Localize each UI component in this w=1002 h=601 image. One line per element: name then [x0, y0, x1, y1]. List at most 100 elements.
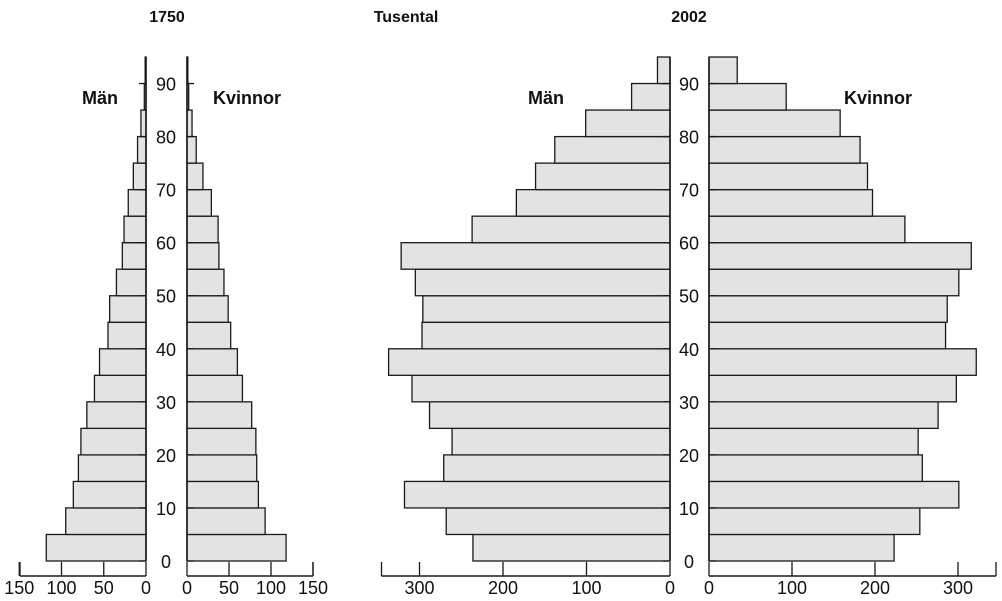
value-label-left-1750-100: 100: [46, 578, 76, 596]
value-label-right-2002-100: 100: [777, 578, 807, 596]
bar-2002-man-35-39: [387, 348, 671, 376]
bar-1750-man-10-14: [72, 480, 147, 509]
bar-1750-man-75-79: [136, 135, 147, 164]
bar-1750-man-25-29: [86, 401, 147, 430]
bar-2002-kvinna-5-9: [708, 507, 921, 536]
value-label-left-2002-0: 0: [665, 578, 675, 596]
age-label-2002-10: 10: [679, 499, 699, 519]
bar-1750-man-20-24: [80, 427, 147, 456]
age-label-2002-90: 90: [679, 75, 699, 95]
bar-2002-kvinna-10-14: [708, 480, 960, 509]
bar-2002-kvinna-65-69: [708, 188, 874, 217]
bar-2002-kvinna-40-44: [708, 321, 947, 350]
bar-2002-kvinna-15-19: [708, 454, 923, 483]
bar-1750-man-55-59: [121, 242, 147, 270]
bar-1750-kvinna-60-64: [186, 215, 219, 244]
bar-1750-man-45-49: [109, 295, 147, 323]
value-label-left-1750-50: 50: [94, 578, 114, 596]
age-label-2002-70: 70: [679, 181, 699, 201]
value-label-right-1750-50: 50: [219, 578, 239, 596]
age-label-1750-80: 80: [156, 128, 176, 148]
value-label-left-2002-200: 200: [488, 578, 518, 596]
unit-label: Tusental: [374, 9, 439, 26]
bar-2002-kvinna-0-4: [708, 533, 895, 562]
age-label-1750-40: 40: [156, 340, 176, 360]
age-label-2002-30: 30: [679, 393, 699, 413]
bar-1750-kvinna-55-59: [186, 242, 220, 270]
bar-2002-man-50-54: [414, 268, 671, 297]
value-label-right-1750-0: 0: [182, 578, 192, 596]
age-label-1750-0: 0: [161, 552, 171, 572]
left-side-label-2002: Män: [528, 88, 564, 108]
bar-2002-kvinna-25-29: [708, 401, 939, 430]
bar-1750-man-40-44: [107, 321, 147, 350]
value-label-left-2002-100: 100: [571, 578, 601, 596]
bar-1750-kvinna-75-79: [186, 135, 197, 164]
bar-2002-kvinna-20-24: [708, 427, 919, 456]
age-label-1750-30: 30: [156, 393, 176, 413]
bar-2002-kvinna-35-39: [708, 348, 977, 376]
value-label-right-2002-0: 0: [704, 578, 714, 596]
bar-2002-kvinna-50-54: [708, 268, 960, 297]
age-label-1750-20: 20: [156, 446, 176, 466]
bar-1750-man-15-19: [77, 454, 147, 483]
bar-2002-kvinna-70-74: [708, 162, 869, 191]
bar-2002-man-5-9: [445, 507, 671, 536]
bar-1750-kvinna-45-49: [186, 295, 229, 323]
bar-1750-kvinna-70-74: [186, 162, 204, 191]
bar-1750-kvinna-20-24: [186, 427, 257, 456]
bar-1750-kvinna-35-39: [186, 348, 239, 376]
age-label-1750-70: 70: [156, 181, 176, 201]
bar-2002-man-85-89: [630, 82, 671, 111]
bar-2002-man-90-94: [656, 56, 671, 85]
bar-1750-kvinna-15-19: [186, 454, 258, 483]
left-side-label-1750: Män: [82, 88, 118, 108]
bar-1750-man-60-64: [123, 215, 147, 244]
bar-2002-kvinna-85-89: [708, 82, 787, 111]
bar-1750-man-5-9: [65, 507, 147, 536]
age-label-2002-20: 20: [679, 446, 699, 466]
bar-1750-kvinna-65-69: [186, 188, 213, 217]
bar-1750-man-65-69: [127, 188, 147, 217]
bar-1750-kvinna-25-29: [186, 401, 253, 430]
bar-2002-kvinna-75-79: [708, 135, 861, 164]
value-label-left-2002-300: 300: [404, 578, 434, 596]
age-label-1750-60: 60: [156, 234, 176, 254]
value-label-right-2002-300: 300: [943, 578, 973, 596]
bar-2002-man-10-14: [403, 480, 671, 509]
right-side-label-2002: Kvinnor: [844, 88, 912, 108]
bar-2002-kvinna-60-64: [708, 215, 906, 244]
bar-1750-kvinna-10-14: [186, 480, 260, 509]
value-label-left-1750-150: 150: [4, 578, 34, 596]
bar-2002-man-25-29: [428, 401, 671, 430]
bar-2002-man-55-59: [400, 242, 671, 270]
age-label-2002-60: 60: [679, 234, 699, 254]
age-label-1750-90: 90: [156, 75, 176, 95]
pyramid-title-2002: 2002: [671, 9, 707, 26]
bar-2002-man-60-64: [471, 215, 671, 244]
age-label-2002-50: 50: [679, 287, 699, 307]
bar-1750-kvinna-5-9: [186, 507, 266, 536]
bar-2002-kvinna-55-59: [708, 242, 972, 270]
bar-2002-man-80-84: [585, 109, 671, 138]
bar-2002-man-70-74: [534, 162, 671, 191]
bar-1750-kvinna-30-34: [186, 374, 244, 403]
value-label-left-1750-0: 0: [141, 578, 151, 596]
pyramid-title-1750: 1750: [149, 9, 185, 26]
bar-2002-man-30-34: [411, 374, 671, 403]
bar-1750-kvinna-0-4: [186, 533, 287, 562]
bar-2002-man-40-44: [421, 321, 671, 350]
age-label-1750-10: 10: [156, 499, 176, 519]
bar-2002-man-75-79: [554, 135, 671, 164]
bar-1750-man-35-39: [98, 348, 147, 376]
bar-1750-man-50-54: [115, 268, 147, 297]
right-side-label-1750: Kvinnor: [213, 88, 281, 108]
bar-1750-man-30-34: [93, 374, 147, 403]
age-label-2002-0: 0: [684, 552, 694, 572]
bar-1750-man-0-4: [45, 533, 147, 562]
bar-2002-man-45-49: [422, 295, 671, 323]
bar-2002-man-20-24: [451, 427, 671, 456]
age-label-1750-50: 50: [156, 287, 176, 307]
